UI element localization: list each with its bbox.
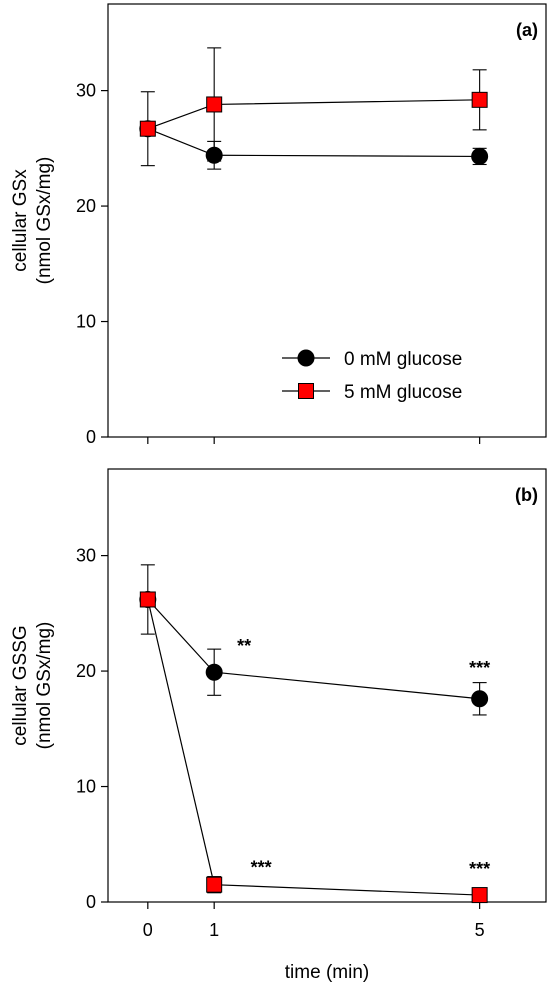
y-axis-label: (nmol GSx/mg) xyxy=(34,157,55,285)
data-point xyxy=(206,876,223,893)
legend-label: 0 mM glucose xyxy=(344,349,462,370)
data-point xyxy=(471,147,489,165)
significance-label: ** xyxy=(237,636,251,656)
significance-label: *** xyxy=(469,859,490,879)
data-point xyxy=(206,96,223,113)
series-five-glucose xyxy=(139,47,488,162)
legend-marker xyxy=(298,383,314,399)
y-tick-label: 30 xyxy=(76,546,96,566)
x-tick-label: 0 xyxy=(143,920,153,940)
data-point xyxy=(471,91,488,108)
legend: 0 mM glucose 5 mM glucose xyxy=(282,349,462,403)
panel-a: 0 10 20 30 cellular GSx (nmol GSx/mg) (a) 0 mM … xyxy=(10,3,547,447)
plot-frame xyxy=(107,468,547,903)
y-axis-label: cellular GSx xyxy=(10,169,31,272)
data-point xyxy=(471,887,488,904)
x-axis-label: time (min) xyxy=(285,962,369,983)
panel-label: (a) xyxy=(516,20,538,40)
series-line xyxy=(147,599,480,700)
y-tick-label: 20 xyxy=(76,196,96,216)
x-tick-label: 1 xyxy=(209,920,219,940)
x-tick-label: 5 xyxy=(475,920,485,940)
data-point xyxy=(471,690,489,708)
series-line xyxy=(147,599,480,896)
y-axis-label: cellular GSSG xyxy=(10,625,31,745)
y-tick-label: 0 xyxy=(86,427,96,447)
y-tick-label: 10 xyxy=(76,312,96,332)
data-point xyxy=(205,663,223,681)
data-point xyxy=(139,591,156,608)
y-tick-label: 0 xyxy=(86,892,96,912)
y-tick-label: 30 xyxy=(76,81,96,101)
series-line xyxy=(147,128,480,158)
series-zero-glucose xyxy=(139,91,489,170)
panel-label: (b) xyxy=(515,485,538,505)
plot-frame xyxy=(107,3,547,438)
significance-label: *** xyxy=(251,858,272,878)
series-zero-glucose: ***** xyxy=(139,564,490,716)
y-tick-label: 20 xyxy=(76,661,96,681)
legend-label: 5 mM glucose xyxy=(344,382,462,403)
data-point xyxy=(139,120,156,137)
panel-b: 0 10 20 30 0 1 5 cellular GSSG (nmol GSx/mg) time… xyxy=(10,468,547,983)
significance-label: *** xyxy=(469,658,490,678)
series-line xyxy=(147,99,480,130)
y-axis-label: (nmol GSx/mg) xyxy=(34,622,55,750)
legend-marker xyxy=(297,349,315,367)
y-tick-label: 10 xyxy=(76,777,96,797)
series-five-glucose: *** *** xyxy=(139,591,490,904)
